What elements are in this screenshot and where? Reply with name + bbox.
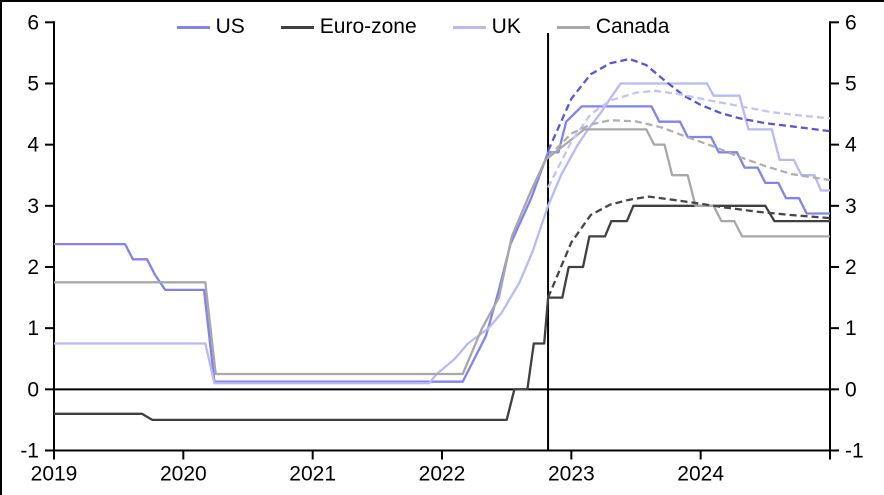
euro-zone-line-swatch [280, 25, 314, 29]
series-line-uk_forecast-dashed [547, 89, 831, 189]
right-y-tick-label: -1 [845, 440, 864, 463]
left-y-tick-label: 3 [27, 195, 39, 218]
legend-label-uk: UK [491, 15, 521, 38]
series-line-ez-solid [54, 204, 830, 422]
us-line-swatch [176, 25, 210, 29]
right-y-tick-label: 5 [845, 72, 857, 95]
left-y-tick-label: 0 [27, 378, 39, 401]
left-y-tick-label: 2 [27, 256, 39, 279]
x-tick-label: 2021 [289, 463, 336, 486]
legend-item-canada: Canada [556, 15, 670, 39]
left-y-tick-label: -1 [20, 440, 39, 463]
legend-item-us: US [176, 15, 245, 39]
left-y-tick-label: 1 [27, 317, 39, 340]
series-line-ca-solid [54, 128, 830, 376]
uk-line-swatch [452, 25, 486, 29]
left-y-tick-label: 5 [27, 72, 39, 95]
right-y-tick-label: 3 [845, 195, 857, 218]
right-y-tick-label: 6 [845, 11, 857, 34]
series-line-us_forecast-dashed [547, 57, 831, 152]
series-line-uk-solid [54, 82, 830, 385]
right-y-tick-label: 1 [845, 317, 857, 340]
series-line-ez_forecast-dashed [547, 195, 831, 299]
legend-item-euro-zone: Euro-zone [280, 15, 417, 39]
chart-legend: US Euro-zone UK Canada [2, 15, 864, 39]
x-tick-label: 2020 [160, 463, 207, 486]
x-tick-label: 2024 [677, 463, 724, 486]
series-line-ca_forecast-dashed [547, 119, 831, 182]
legend-item-uk: UK [452, 15, 521, 39]
right-y-tick-label: 0 [845, 378, 857, 401]
x-tick-label: 2022 [419, 463, 466, 486]
x-tick-label: 2023 [548, 463, 595, 486]
x-tick-label: 2019 [31, 463, 78, 486]
left-y-tick-label: 4 [27, 134, 39, 157]
series-line-us-solid [54, 105, 830, 383]
legend-label-canada: Canada [595, 15, 670, 38]
right-y-tick-label: 4 [845, 134, 857, 157]
right-y-tick-label: 2 [845, 256, 857, 279]
left-y-tick-label: 6 [27, 11, 39, 34]
legend-label-euro-zone: Euro-zone [319, 15, 417, 38]
legend-label-us: US [215, 15, 245, 38]
canada-line-swatch [556, 25, 590, 29]
